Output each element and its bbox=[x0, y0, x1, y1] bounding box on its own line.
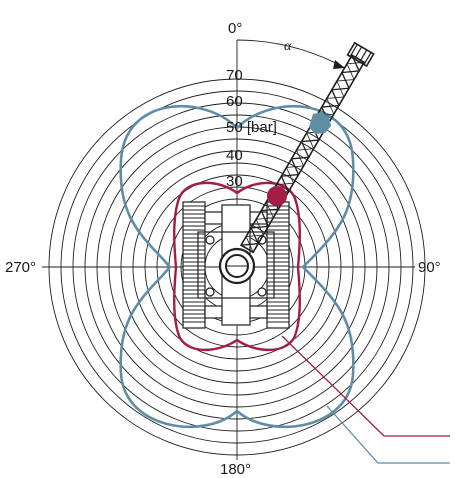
pressure-label-70: 70 bbox=[226, 67, 243, 84]
pressure-label-30: 30 bbox=[226, 173, 243, 190]
angle-arc-arrowhead bbox=[333, 60, 345, 69]
crane-boom bbox=[239, 41, 375, 254]
angle-label-90: 90° bbox=[418, 259, 441, 276]
inner-pressure-curve bbox=[173, 181, 301, 351]
outer-curve-marker bbox=[309, 112, 331, 134]
pressure-label-40: 40 bbox=[226, 147, 243, 164]
crawler-crane-top-view-icon bbox=[182, 41, 375, 329]
crane-carbody bbox=[197, 204, 275, 326]
pressure-label-50-bar: 50 [bar] bbox=[226, 119, 277, 136]
right-crawler-track bbox=[266, 201, 290, 329]
inner-curve-marker bbox=[267, 186, 287, 206]
angle-alpha-label: α bbox=[284, 39, 292, 54]
angle-label-0: 0° bbox=[228, 20, 242, 37]
left-crawler-track bbox=[182, 201, 206, 329]
pressure-label-60: 60 bbox=[226, 93, 243, 110]
inner-curve-leader-line bbox=[281, 335, 450, 437]
angle-label-270: 270° bbox=[5, 259, 36, 276]
outer-pressure-curve bbox=[119, 104, 355, 429]
angle-label-180: 180° bbox=[220, 461, 251, 478]
outer-curve-leader-line bbox=[326, 405, 450, 464]
